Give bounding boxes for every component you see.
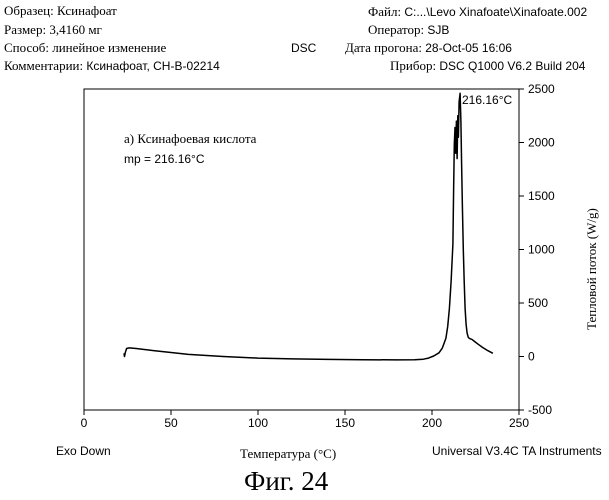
x-axis-title: Температура (°C) bbox=[240, 446, 336, 462]
y-tick-label: 2000 bbox=[528, 136, 555, 150]
software-version: Universal V3.4C TA Instruments bbox=[432, 444, 602, 458]
y-axis-title: Тепловой поток (W/g) bbox=[584, 208, 600, 330]
annotation-mp: mp = 216.16°C bbox=[124, 152, 205, 166]
y-tick-label: 500 bbox=[528, 296, 548, 310]
x-tick-label: 150 bbox=[335, 416, 355, 430]
x-tick-label: 250 bbox=[509, 416, 529, 430]
x-tick-label: 50 bbox=[164, 416, 178, 430]
peak-label: 216.16°C bbox=[462, 93, 512, 107]
figure-caption: Фиг. 24 bbox=[244, 466, 328, 497]
y-tick-label: 2500 bbox=[528, 82, 555, 96]
x-tick-label: 0 bbox=[81, 416, 88, 430]
y-tick-label: 1000 bbox=[528, 243, 555, 257]
y-tick-label: 0 bbox=[528, 350, 535, 364]
x-tick-label: 100 bbox=[248, 416, 268, 430]
annotation-compound: а) Ксинафоевая кислота bbox=[124, 131, 256, 147]
y-tick-label: -500 bbox=[528, 403, 552, 417]
x-tick-label: 200 bbox=[422, 416, 442, 430]
y-tick-label: 1500 bbox=[528, 189, 555, 203]
exo-down-label: Exo Down bbox=[56, 444, 111, 458]
